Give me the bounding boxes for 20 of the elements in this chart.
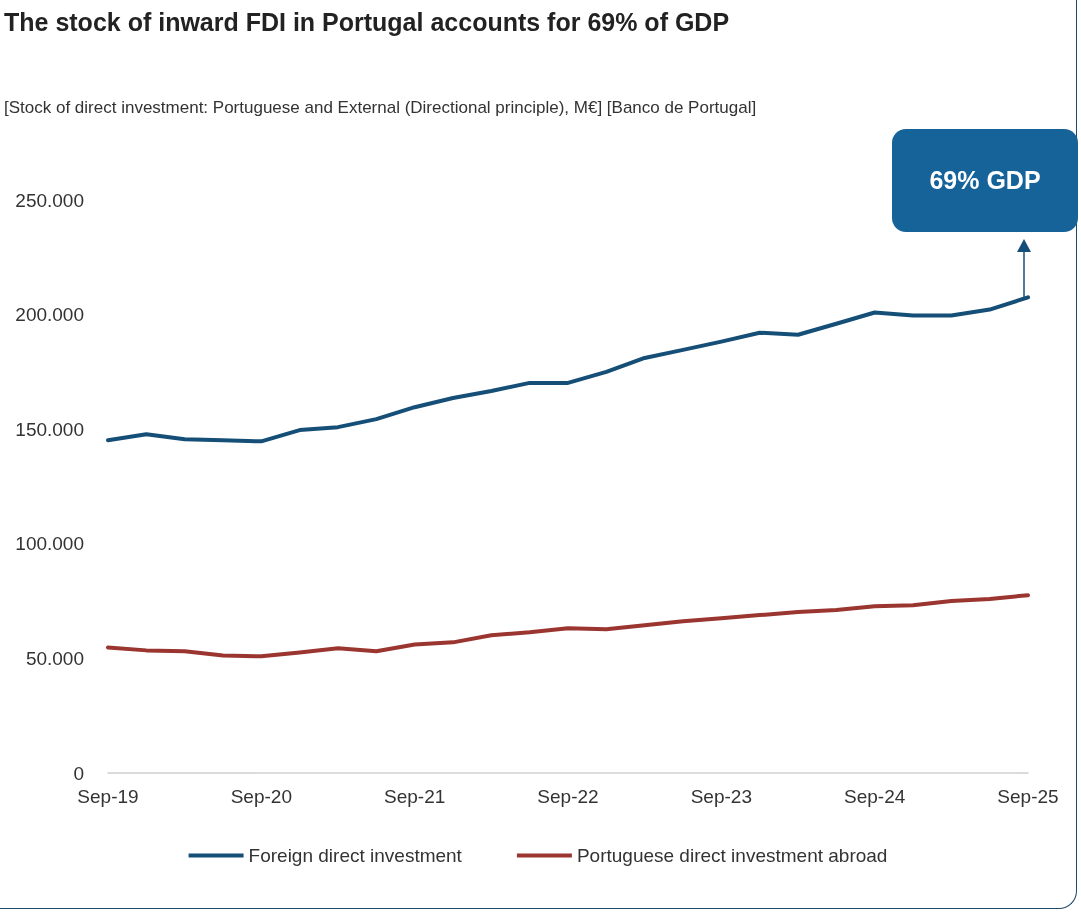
y-tick-label: 50.000 — [25, 647, 84, 669]
line-series — [106, 593, 1030, 659]
y-tick-label: 250.000 — [15, 189, 84, 211]
x-tick-label: Sep-23 — [690, 786, 752, 807]
y-tick-label: 100.000 — [15, 533, 84, 555]
chart-subtitle: [Stock of direct investment: Portuguese and External (Directional principle), M€] [Banco de Portugal] — [4, 98, 757, 118]
x-tick-label: Sep-22 — [537, 786, 599, 807]
legend-label: Foreign direct investment — [248, 845, 463, 866]
chart-title: The stock of inward FDI in Portugal accounts for 69% of GDP — [4, 8, 730, 37]
callout-box: 69% GDP — [892, 129, 1078, 233]
x-tick-label: Sep-20 — [230, 786, 292, 807]
x-tick-label: Sep-24 — [844, 786, 906, 807]
y-tick-label: 150.000 — [15, 418, 84, 440]
x-tick-label: Sep-25 — [997, 786, 1059, 807]
line-series — [106, 295, 1030, 444]
y-tick-label: 200.000 — [15, 304, 84, 326]
x-tick-label: Sep-21 — [384, 786, 446, 807]
legend-label: Portuguese direct investment abroad — [576, 845, 888, 866]
y-tick-label: 0 — [73, 762, 84, 784]
x-tick-label: Sep-19 — [77, 786, 139, 807]
